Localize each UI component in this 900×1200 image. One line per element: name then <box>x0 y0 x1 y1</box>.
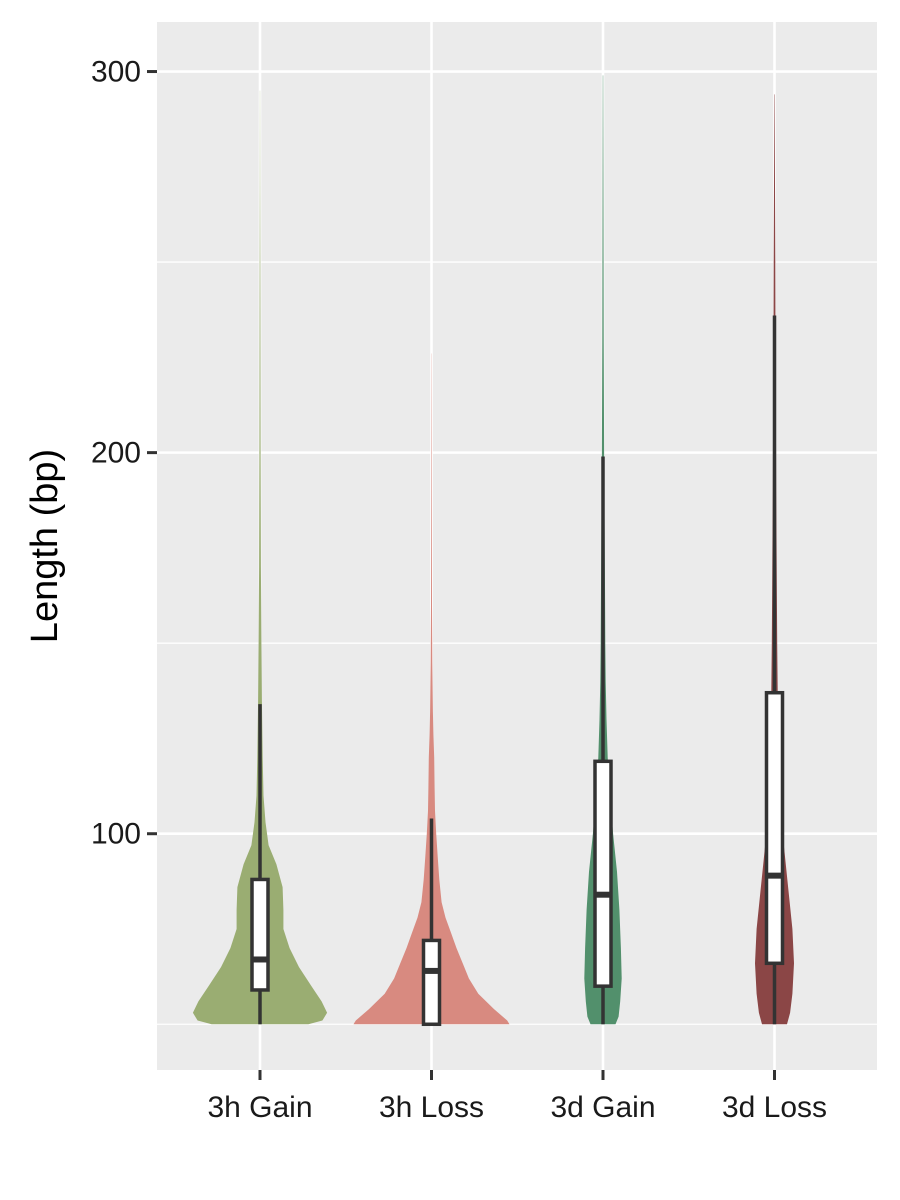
violin-3h-gain <box>192 90 328 1025</box>
x-tick-label: 3d Gain <box>550 1091 655 1124</box>
y-axis-title: Length (bp) <box>24 449 66 643</box>
x-tick-label: 3h Loss <box>379 1091 484 1124</box>
y-tick-label: 200 <box>91 437 141 470</box>
boxplot-3d-gain <box>593 456 613 1025</box>
boxplot-3h-loss <box>421 818 442 1027</box>
x-tick-label: 3d Loss <box>722 1091 827 1124</box>
y-tick-label: 100 <box>91 818 141 851</box>
x-axis: 3h Gain 3h Loss 3d Gain 3d Loss <box>207 1070 827 1124</box>
boxplot-3h-gain <box>250 704 270 1025</box>
box <box>764 690 785 966</box>
y-tick-label: 300 <box>91 56 141 89</box>
x-tick-label: 3h Gain <box>207 1091 312 1124</box>
violin-3h-loss <box>353 353 510 1025</box>
box <box>421 938 442 1027</box>
y-axis: 100 200 300 <box>91 56 157 851</box>
boxplot-3d-loss <box>764 315 785 1025</box>
boxplots <box>250 315 785 1027</box>
box <box>593 759 613 988</box>
box <box>250 877 270 992</box>
